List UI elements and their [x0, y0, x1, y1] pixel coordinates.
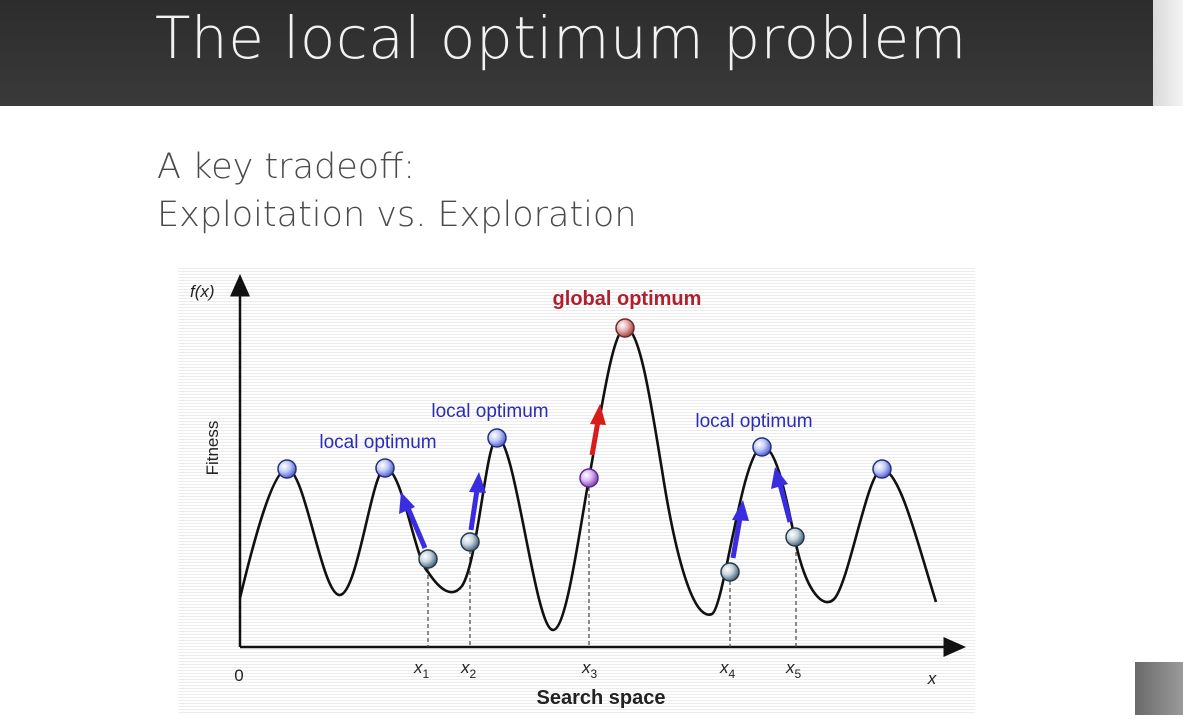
x-marker-labels: x1 x2 x3 x4 x5: [413, 658, 802, 681]
arrowhead-x2: [469, 472, 486, 493]
arrowhead-x1: [399, 492, 415, 514]
global-arrowhead: [590, 404, 606, 425]
local-search-arrows: [405, 483, 793, 559]
arrow-x2-up: [468, 489, 480, 531]
slide-title: The local optimum problem: [155, 4, 967, 72]
start-nodes: [418, 527, 805, 582]
y-axis-label: f(x): [190, 282, 215, 301]
peak-node-1: [277, 459, 297, 479]
origin-label: 0: [234, 666, 243, 685]
peak-node-5: [872, 459, 892, 479]
fitness-landscape-diagram: f(x) Fitness 0 x Search space: [190, 274, 966, 709]
subtitle-line-1: A key tradeoff:: [157, 147, 416, 187]
x-marker-5: x5: [785, 658, 802, 681]
start-node-x4: [720, 562, 740, 582]
start-node-x3: [579, 468, 599, 488]
local-optimum-label-right: local optimum: [695, 411, 812, 432]
local-arrow-heads: [399, 467, 788, 521]
peak-node-2: [375, 458, 395, 478]
subtitle-line-2: Exploitation vs. Exploration: [157, 195, 637, 235]
arrow-x4-up: [730, 517, 743, 559]
x-axis-end-label: x: [927, 669, 937, 688]
corner-decoration: [1135, 662, 1183, 715]
x-marker-4: x4: [719, 658, 736, 681]
global-optimum-node: [615, 318, 635, 338]
arrowhead-x4: [732, 500, 749, 521]
x-marker-1: x1: [413, 658, 430, 681]
x-marker-3: x3: [581, 658, 598, 681]
local-optimum-label-left: local optimum: [319, 432, 436, 453]
arrowhead-x5: [771, 467, 788, 489]
x-marker-2: x2: [460, 658, 477, 681]
x-axis-title: Search space: [537, 687, 666, 709]
peak-nodes: [277, 428, 892, 479]
arrow-x1-up: [405, 507, 428, 549]
start-node-x2: [460, 532, 480, 552]
global-search-arrow: [589, 420, 601, 456]
title-bar: The local optimum problem: [0, 0, 1153, 106]
local-optimum-figure: f(x) Fitness 0 x Search space: [178, 266, 975, 715]
start-node-x1: [418, 549, 438, 569]
arrow-x5-up: [777, 483, 793, 523]
start-node-x5: [785, 527, 805, 547]
peak-node-3: [487, 428, 507, 448]
local-optimum-label-middle: local optimum: [431, 401, 548, 422]
y-axis-title: Fitness: [203, 421, 222, 476]
peak-node-4: [752, 437, 772, 457]
global-optimum-label: global optimum: [553, 288, 702, 310]
right-edge-panel: [1153, 0, 1183, 106]
